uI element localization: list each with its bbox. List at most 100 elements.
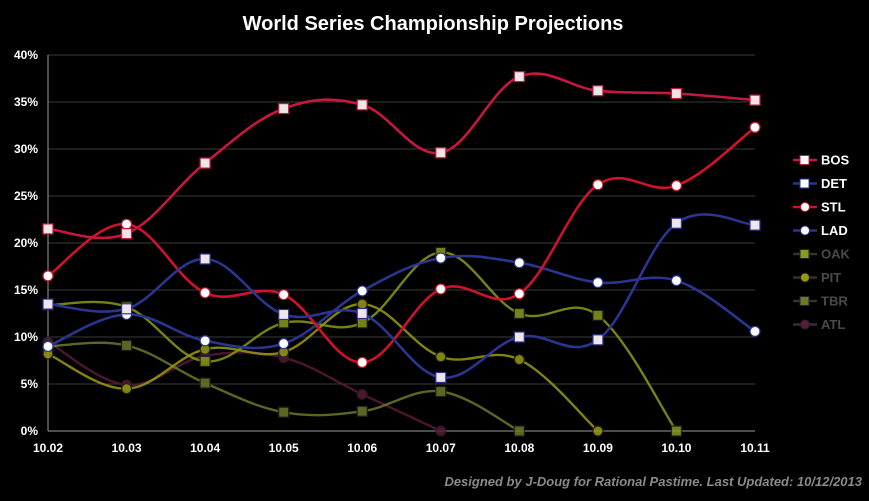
legend-label: BOS [821,153,850,168]
legend-item-pit[interactable]: PIT [793,270,841,285]
data-point[interactable] [513,288,525,300]
legend-label: TBR [821,294,848,309]
data-point[interactable] [670,217,683,229]
data-point[interactable] [435,371,447,384]
x-tick-label: 10.06 [347,441,377,455]
data-point[interactable] [513,353,525,366]
data-point[interactable] [749,94,761,106]
data-point[interactable] [199,287,211,299]
legend-marker [800,272,810,283]
legend-item-stl[interactable]: STL [793,200,846,215]
data-point[interactable] [120,218,133,230]
legend-item-tbr[interactable]: TBR [793,294,848,309]
data-point[interactable] [120,303,133,315]
data-point[interactable] [749,219,761,231]
data-point[interactable] [435,147,447,159]
data-point[interactable] [120,339,133,352]
data-point[interactable] [120,228,133,240]
data-point[interactable] [199,335,211,347]
legend-item-det[interactable]: DET [793,176,847,191]
data-point[interactable] [592,179,604,191]
data-point[interactable] [749,325,761,337]
data-point[interactable] [356,298,368,310]
y-tick-label: 30% [14,142,38,156]
legend-item-atl[interactable]: ATL [793,317,845,332]
y-tick-label: 40% [14,48,38,62]
data-point[interactable] [513,425,525,437]
legend-marker [800,225,810,236]
data-point[interactable] [592,85,604,97]
data-point[interactable] [592,276,604,289]
data-point[interactable] [199,355,211,368]
x-tick-label: 10.02 [33,441,63,455]
x-tick-label: 10.09 [583,441,613,455]
x-axis-ticks: 10.02 10.03 10.04 10.05 10.06 10.07 10.08 10.09… [33,441,770,455]
data-point[interactable] [749,121,761,133]
y-tick-label: 20% [14,236,38,250]
data-point[interactable] [592,334,604,346]
data-point[interactable] [199,157,211,169]
legend-item-oak[interactable]: OAK [793,247,851,262]
legend-marker [799,178,810,189]
y-axis-ticks: 0% 5% 10% 15% 20% 25% 30% 35% 40% [14,48,38,438]
data-point[interactable] [278,308,290,321]
x-tick-label: 10.10 [661,441,691,455]
series-line [47,126,756,364]
data-point[interactable] [592,425,604,437]
legend[interactable]: BOS DET STL LAD OAK PIT TBR ATL [793,153,851,333]
x-tick-label: 10.03 [112,441,142,455]
data-point[interactable] [278,406,290,418]
data-point[interactable] [356,356,368,368]
data-point[interactable] [42,298,54,310]
data-point[interactable] [435,283,447,295]
data-point[interactable] [435,425,447,437]
data-point[interactable] [42,340,54,352]
data-point[interactable] [513,307,525,320]
data-point[interactable] [513,71,525,83]
data-point[interactable] [356,405,368,417]
footer-credit: Designed by J-Doug for Rational Pastime.… [444,474,862,489]
data-point[interactable] [435,351,447,363]
data-point[interactable] [199,253,211,265]
data-point[interactable] [435,252,447,264]
x-tick-label: 10.11 [740,441,770,455]
series-stl [42,121,761,368]
legend-marker [799,249,810,259]
data-point[interactable] [435,385,447,398]
legend-marker [799,296,810,306]
data-point[interactable] [356,99,368,111]
series-bos [42,71,761,240]
y-tick-label: 15% [14,283,38,297]
data-point[interactable] [356,388,368,400]
data-point[interactable] [278,102,290,115]
data-point[interactable] [356,285,368,297]
series-group [42,71,761,437]
legend-label: LAD [821,223,848,238]
data-point[interactable] [513,331,525,343]
y-tick-label: 25% [14,189,38,203]
data-point[interactable] [670,87,683,100]
legend-label: DET [821,176,847,191]
y-tick-label: 35% [14,95,38,109]
data-point[interactable] [513,257,525,269]
data-point[interactable] [42,223,54,235]
data-point[interactable] [278,289,290,301]
data-point[interactable] [592,309,604,321]
legend-marker [800,319,810,330]
x-tick-label: 10.08 [504,441,534,455]
legend-label: ATL [821,317,845,332]
data-point[interactable] [199,377,211,389]
legend-item-lad[interactable]: LAD [793,223,848,238]
data-point[interactable] [356,317,368,329]
legend-label: PIT [821,270,841,285]
legend-item-bos[interactable]: BOS [793,153,850,168]
data-point[interactable] [120,383,133,395]
data-point[interactable] [356,307,368,320]
data-point[interactable] [670,180,683,192]
data-point[interactable] [670,425,683,437]
data-point[interactable] [42,270,54,282]
data-point[interactable] [670,275,683,287]
x-tick-label: 10.05 [269,441,299,455]
data-point[interactable] [278,337,290,350]
